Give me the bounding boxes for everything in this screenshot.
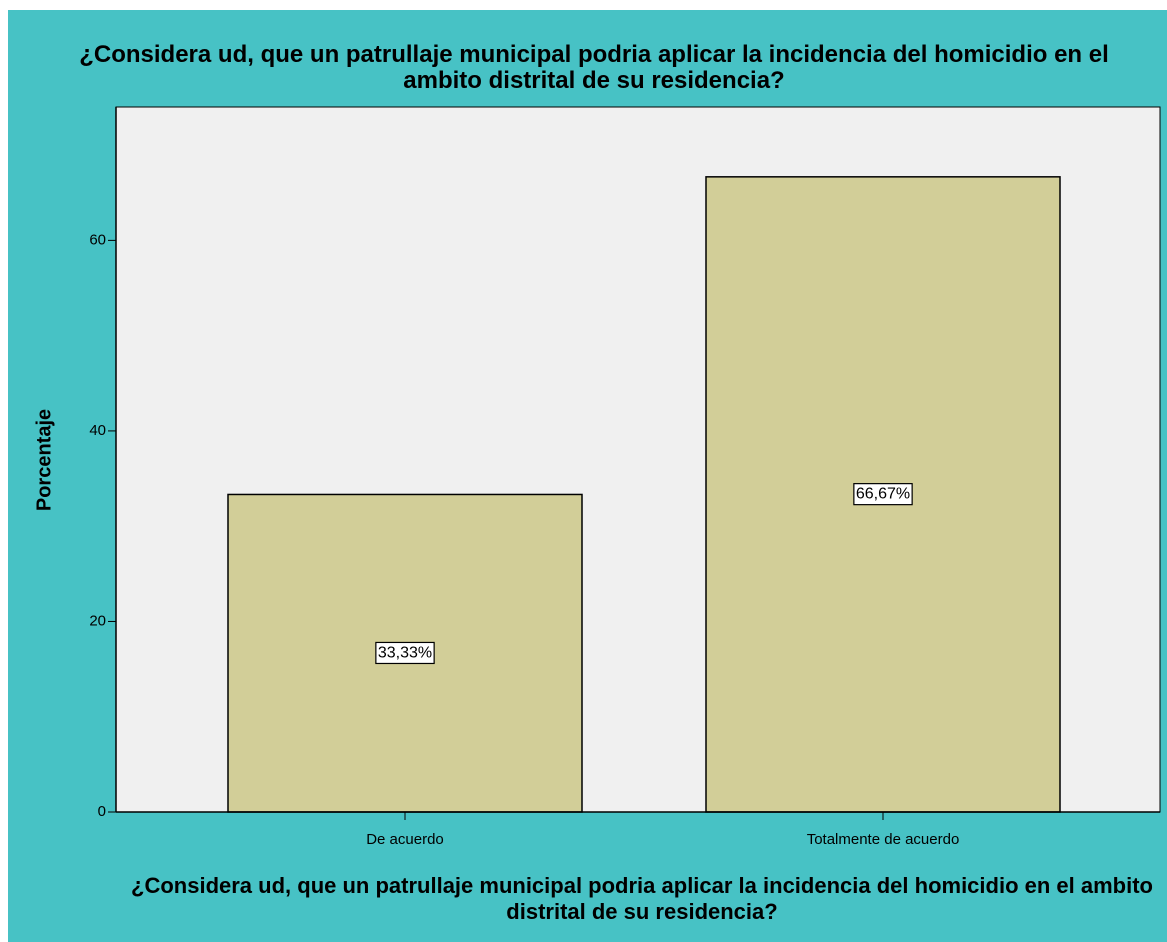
value-label-box	[853, 483, 913, 506]
value-label: 66,67%	[856, 486, 910, 503]
y-tick-label: 0	[98, 803, 106, 820]
x-tick-label: Totalmente de acuerdo	[807, 831, 960, 848]
x-tick-label: De acuerdo	[366, 831, 444, 848]
value-label: 33,33%	[378, 644, 432, 661]
chart-title: ¿Considera ud, que un patrullaje municip…	[79, 41, 1109, 94]
y-tick-label: 20	[89, 612, 106, 629]
y-axis-label: Porcentaje	[33, 409, 55, 511]
value-label-box	[375, 641, 435, 665]
y-tick-label: 60	[89, 231, 106, 248]
x-axis-label: ¿Considera ud, que un patrullaje municip…	[131, 873, 1153, 924]
y-tick-label: 40	[89, 422, 106, 439]
